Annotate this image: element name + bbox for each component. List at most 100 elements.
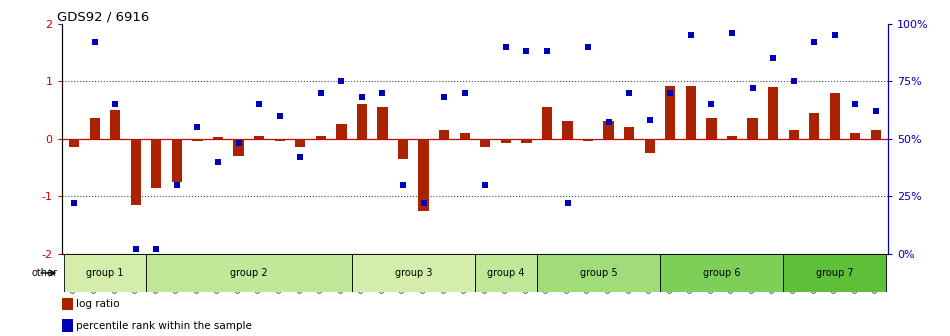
Bar	[475, 254, 537, 292]
Point	[314, 90, 329, 95]
Bar	[62, 298, 73, 310]
Bar	[64, 254, 146, 292]
Point	[786, 78, 801, 84]
Point	[478, 182, 493, 187]
Bar	[706, 119, 716, 138]
Bar	[110, 110, 121, 138]
Bar	[501, 138, 511, 143]
Point	[457, 90, 472, 95]
Point	[87, 39, 103, 45]
Bar	[542, 107, 552, 138]
Text: group 3: group 3	[394, 268, 432, 278]
Bar	[418, 138, 428, 211]
Text: group 2: group 2	[230, 268, 268, 278]
Point	[128, 246, 143, 252]
Bar	[809, 113, 819, 138]
Point	[375, 90, 390, 95]
Point	[272, 113, 287, 118]
Bar	[522, 138, 532, 142]
Point	[107, 101, 123, 107]
Bar	[624, 127, 635, 138]
Bar	[357, 104, 367, 138]
Bar	[295, 138, 305, 147]
Bar	[562, 121, 573, 138]
Bar	[829, 92, 840, 138]
Point	[333, 78, 349, 84]
Point	[766, 55, 781, 61]
Bar	[398, 138, 408, 159]
Bar	[146, 254, 352, 292]
Point	[66, 200, 82, 206]
Bar	[275, 138, 285, 141]
Point	[354, 94, 370, 100]
Point	[190, 124, 205, 130]
Point	[231, 140, 246, 146]
Text: group 7: group 7	[816, 268, 854, 278]
Bar	[686, 86, 696, 138]
Point	[807, 39, 822, 45]
Bar	[62, 320, 73, 332]
Point	[395, 182, 410, 187]
Point	[683, 32, 698, 38]
Bar	[583, 138, 593, 141]
Point	[519, 48, 534, 54]
Text: group 6: group 6	[703, 268, 740, 278]
Text: group 1: group 1	[86, 268, 124, 278]
Bar	[537, 254, 660, 292]
Bar	[768, 87, 778, 138]
Bar	[439, 130, 449, 138]
Bar	[748, 119, 758, 138]
Bar	[315, 136, 326, 138]
Bar	[850, 133, 861, 138]
Point	[745, 85, 760, 91]
Bar	[480, 138, 490, 147]
Point	[560, 200, 575, 206]
Bar	[213, 137, 223, 138]
Bar	[871, 130, 881, 138]
Point	[621, 90, 637, 95]
Bar	[377, 107, 388, 138]
Bar	[130, 138, 141, 205]
Text: percentile rank within the sample: percentile rank within the sample	[76, 321, 252, 331]
Bar	[603, 121, 614, 138]
Point	[252, 101, 267, 107]
Point	[169, 182, 184, 187]
Bar	[788, 130, 799, 138]
Point	[210, 159, 225, 164]
Text: GDS92 / 6916: GDS92 / 6916	[57, 10, 149, 23]
Bar	[254, 136, 264, 138]
Bar	[172, 138, 182, 182]
Bar	[460, 133, 470, 138]
Bar	[660, 254, 784, 292]
Text: group 4: group 4	[487, 268, 524, 278]
Bar	[727, 136, 737, 138]
Point	[293, 154, 308, 160]
Bar	[352, 254, 475, 292]
Point	[663, 90, 678, 95]
Bar	[336, 124, 347, 138]
Bar	[665, 86, 675, 138]
Point	[601, 120, 617, 125]
Point	[827, 32, 843, 38]
Text: group 5: group 5	[580, 268, 618, 278]
Text: other: other	[31, 268, 57, 278]
Point	[416, 200, 431, 206]
Point	[149, 246, 164, 252]
Bar	[784, 254, 886, 292]
Point	[540, 48, 555, 54]
Point	[437, 94, 452, 100]
Bar	[89, 119, 100, 138]
Point	[847, 101, 863, 107]
Point	[498, 44, 513, 49]
Point	[642, 118, 657, 123]
Text: log ratio: log ratio	[76, 299, 120, 309]
Bar	[192, 138, 202, 141]
Point	[725, 30, 740, 35]
Point	[580, 44, 596, 49]
Bar	[234, 138, 244, 156]
Point	[868, 108, 884, 114]
Bar	[645, 138, 655, 153]
Bar	[69, 138, 79, 147]
Bar	[151, 138, 162, 187]
Point	[704, 101, 719, 107]
